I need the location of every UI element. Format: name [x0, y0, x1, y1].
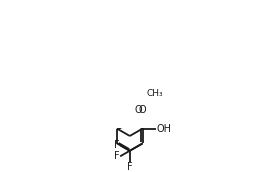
Text: F: F	[127, 162, 133, 172]
Text: F: F	[114, 140, 120, 150]
Text: O: O	[134, 105, 142, 115]
Text: F: F	[114, 151, 120, 161]
Text: OH: OH	[156, 123, 171, 134]
Text: CH₃: CH₃	[146, 89, 163, 98]
Text: O: O	[139, 105, 146, 115]
